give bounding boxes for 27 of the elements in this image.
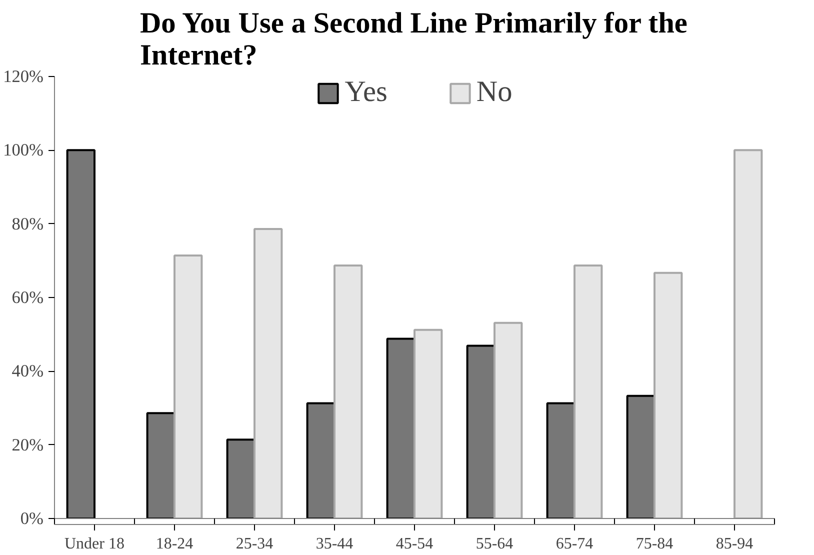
x-tick-label: 85-94 <box>716 536 754 552</box>
y-tick-label: 20% <box>12 435 44 454</box>
bar <box>174 254 203 518</box>
bar <box>254 228 283 518</box>
y-tick-label: 80% <box>12 214 44 234</box>
bar <box>494 322 523 518</box>
y-tick-label: 60% <box>12 288 44 307</box>
x-tick-label: 25-34 <box>236 536 274 552</box>
bar <box>654 272 683 518</box>
y-tick-label: 0% <box>20 509 44 528</box>
x-tick-label: 65-74 <box>556 536 594 552</box>
y-tick-label: 120% <box>3 67 44 86</box>
x-tick-label: 35-44 <box>316 536 354 552</box>
bar <box>334 264 363 518</box>
legend-label: Yes <box>344 76 388 109</box>
x-tick-label: 75-84 <box>636 536 674 552</box>
chart-title: Do You Use a Second Line Primarily for the Internet? <box>140 8 688 72</box>
y-tick-label: 100% <box>3 140 44 160</box>
x-tick-label: 55-64 <box>476 536 514 552</box>
x-tick-label: 45-54 <box>396 536 434 552</box>
x-tick-label: Under 18 <box>64 536 124 552</box>
bar <box>414 328 443 518</box>
legend-label: No <box>476 76 512 109</box>
y-tick-label: 40% <box>12 362 44 381</box>
bar <box>734 149 763 518</box>
bar <box>574 264 603 518</box>
x-tick-label: 18-24 <box>156 536 194 552</box>
